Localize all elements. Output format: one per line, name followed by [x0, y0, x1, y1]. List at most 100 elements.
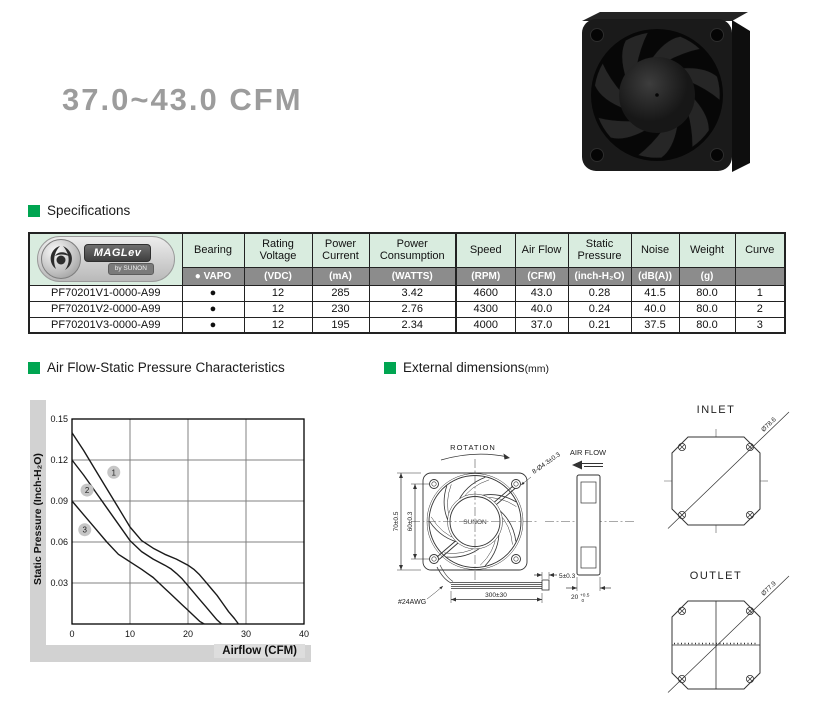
outlet-diagonal: [667, 575, 790, 693]
value-cell: 0.28: [567, 284, 632, 302]
column-header: Rating Voltage: [243, 232, 313, 268]
column-header: Weight: [678, 232, 736, 268]
fan-mount-hole: [590, 28, 604, 42]
strip-length-dim: [534, 572, 557, 579]
rotation-arrow: [440, 453, 509, 461]
column-header: Static Pressure: [567, 232, 632, 268]
model-cell: PF70201V2-0000-A99: [28, 300, 183, 318]
curve-2: [71, 459, 223, 625]
section-label: Air Flow-Static Pressure Characteristics: [47, 360, 285, 375]
side-view-drawing: [576, 474, 601, 576]
screw-marks: [677, 443, 754, 683]
column-unit: (CFM): [514, 266, 569, 286]
y-tick-label: 0.09: [50, 496, 68, 506]
green-square-icon: [384, 361, 396, 374]
plot-border: [71, 418, 305, 625]
column-header: Speed: [455, 232, 516, 268]
y-tick-label: 0.15: [50, 414, 68, 424]
curve-3: [71, 500, 205, 625]
column-header: Bearing: [181, 232, 245, 268]
value-cell: 37.0: [514, 316, 569, 334]
sunon-emblem-icon: [40, 239, 81, 280]
strip-length-label: 5±0.3: [559, 573, 576, 580]
value-cell: 2.34: [368, 316, 457, 334]
x-tick-label: 40: [299, 629, 309, 639]
section-dimensions: External dimensions(mm): [384, 360, 549, 375]
column-unit: (VDC): [243, 266, 313, 286]
lead-wires: [436, 564, 550, 591]
x-tick-label: 20: [183, 629, 193, 639]
x-tick-label: 0: [69, 629, 74, 639]
curve-badge-label: 3: [83, 526, 88, 535]
value-cell: 40.0: [630, 300, 680, 318]
column-unit: (g): [678, 266, 736, 286]
maglev-name: MAGLev: [83, 243, 152, 263]
mount-holes-leader: [520, 476, 532, 486]
wire-gauge-label: #24AWG: [398, 599, 426, 606]
wire-gauge-leader: [426, 585, 444, 600]
curve-badge-label: 2: [85, 486, 90, 495]
curve-1: [71, 432, 240, 625]
dimension-drawings: SUNON ROTATION 8-Ø4.3±0.3 AIR FLOW 70±0.…: [393, 404, 790, 693]
air-flow-arrowhead: [572, 460, 582, 470]
column-unit: (dB(A)): [630, 266, 680, 286]
frame-size-label: 70±0.5: [393, 511, 400, 531]
spec-row: PF70201V1-0000-A99 ● 12 285 3.42 4600 43.0 0.28…: [28, 284, 786, 302]
value-cell: 195: [311, 316, 370, 334]
fan-mount-hole: [710, 28, 724, 42]
column-unit: (inch-H₂O): [567, 266, 632, 286]
depth-tol-plus: +0.5: [580, 593, 590, 599]
model-cell: PF70201V1-0000-A99: [28, 284, 183, 302]
spec-row: PF70201V2-0000-A99 ● 12 230 2.76 4300 40.0 0.24…: [28, 300, 786, 318]
column-unit: (WATTS): [368, 266, 457, 286]
x-tick-label: 10: [125, 629, 135, 639]
column-unit: (RPM): [455, 266, 516, 286]
chart-y-axis-label: Static Pressure (Inch-H₂O): [32, 453, 44, 585]
maglev-logo: MAGLev by SUNON: [36, 236, 175, 283]
value-cell: 2: [734, 300, 786, 318]
depth-dim: [566, 577, 611, 591]
green-square-icon: [28, 361, 40, 374]
curve-badge: [78, 523, 92, 537]
value-cell: 4300: [455, 300, 516, 318]
value-cell: 12: [243, 300, 313, 318]
value-cell: 0.24: [567, 300, 632, 318]
fan-product-photo: [582, 12, 750, 172]
depth-tol-minus: 0: [582, 598, 585, 604]
model-cell: PF70201V3-0000-A99: [28, 316, 183, 334]
inlet-diagonal: [667, 411, 790, 529]
section-characteristics: Air Flow-Static Pressure Characteristics: [28, 360, 285, 375]
chart-x-axis-label: Airflow (CFM): [214, 644, 305, 658]
chart-plot: 1 2 3 0.03 0.06 0.09 0.12 0.15 0 10 20 30 40: [50, 414, 309, 639]
outlet-title: OUTLET: [690, 570, 742, 582]
value-cell: 3: [734, 316, 786, 334]
value-cell: 4000: [455, 316, 516, 334]
value-cell: ●: [181, 300, 245, 318]
value-cell: ●: [181, 284, 245, 302]
value-cell: 0.21: [567, 316, 632, 334]
column-header: Air Flow: [514, 232, 569, 268]
value-cell: 1: [734, 284, 786, 302]
column-unit: (mA): [311, 266, 370, 286]
airflow-chart: Static Pressure (Inch-H₂O) 1 2 3 0.03 0.06 0.…: [30, 400, 311, 662]
value-cell: 12: [243, 284, 313, 302]
section-label: Specifications: [47, 203, 131, 218]
value-cell: 80.0: [678, 284, 736, 302]
depth-label: 20: [571, 594, 579, 601]
y-tick-label: 0.06: [50, 537, 68, 547]
y-tick-label: 0.03: [50, 578, 68, 588]
spec-row: PF70201V3-0000-A99 ● 12 195 2.34 4000 37.0 0.21…: [28, 316, 786, 334]
curve-badge-label: 1: [112, 468, 117, 477]
maglev-wordmark: MAGLev by SUNON: [83, 243, 154, 275]
value-cell: 80.0: [678, 316, 736, 334]
value-cell: 41.5: [630, 284, 680, 302]
fan-mount-hole: [710, 148, 724, 162]
section-label: External dimensions(mm): [403, 360, 550, 375]
value-cell: 2.76: [368, 300, 457, 318]
value-cell: 40.0: [514, 300, 569, 318]
curve-badge: [107, 465, 121, 479]
column-header: Curve: [734, 232, 786, 268]
lead-length-label: 300±30: [485, 592, 507, 599]
hub-brand-label: SUNON: [463, 519, 487, 526]
value-cell: 43.0: [514, 284, 569, 302]
